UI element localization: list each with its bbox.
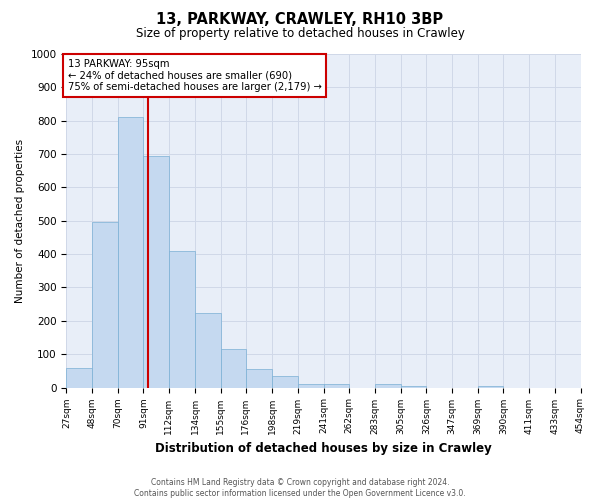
Bar bbox=[195, 312, 221, 388]
Bar bbox=[92, 222, 118, 388]
Bar bbox=[298, 384, 324, 388]
Bar bbox=[169, 251, 195, 388]
Text: 13 PARKWAY: 95sqm
← 24% of detached houses are smaller (690)
75% of semi-detache: 13 PARKWAY: 95sqm ← 24% of detached hous… bbox=[68, 59, 322, 92]
Bar bbox=[143, 156, 169, 388]
Text: 13, PARKWAY, CRAWLEY, RH10 3BP: 13, PARKWAY, CRAWLEY, RH10 3BP bbox=[157, 12, 443, 28]
Y-axis label: Number of detached properties: Number of detached properties bbox=[15, 138, 25, 303]
Bar bbox=[401, 386, 427, 388]
Bar bbox=[478, 386, 503, 388]
Text: Contains HM Land Registry data © Crown copyright and database right 2024.
Contai: Contains HM Land Registry data © Crown c… bbox=[134, 478, 466, 498]
Bar bbox=[374, 384, 401, 388]
Bar bbox=[246, 368, 272, 388]
Bar bbox=[221, 349, 246, 388]
X-axis label: Distribution of detached houses by size in Crawley: Distribution of detached houses by size … bbox=[155, 442, 492, 455]
Bar bbox=[118, 118, 143, 388]
Bar bbox=[67, 368, 92, 388]
Bar bbox=[272, 376, 298, 388]
Bar bbox=[324, 384, 349, 388]
Text: Size of property relative to detached houses in Crawley: Size of property relative to detached ho… bbox=[136, 28, 464, 40]
